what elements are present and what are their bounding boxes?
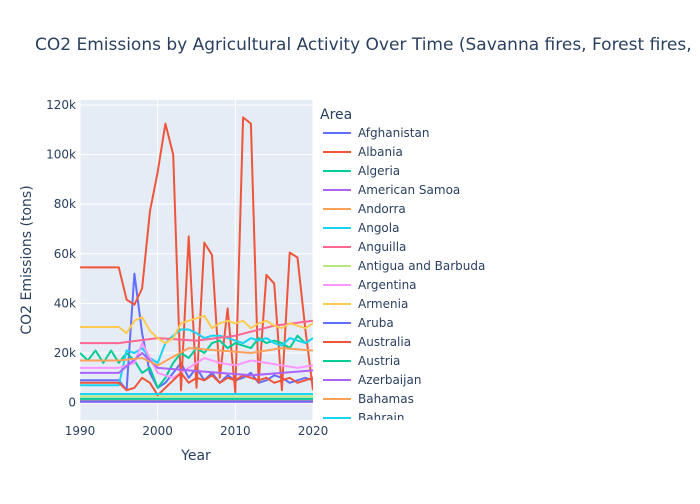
legend-item[interactable]: Anguilla xyxy=(323,240,406,254)
y-tick-label: 40k xyxy=(54,296,76,310)
legend-item[interactable]: Armenia xyxy=(323,297,408,311)
legend-label: Bahrain xyxy=(358,411,404,425)
legend-label: Albania xyxy=(358,145,403,159)
legend-label: Aruba xyxy=(358,316,394,330)
legend-item[interactable]: Antigua and Barbuda xyxy=(323,259,485,273)
x-tick-label: 2010 xyxy=(220,424,251,438)
legend-label: Afghanistan xyxy=(358,126,429,140)
legend-label: Australia xyxy=(358,335,411,349)
legend-label: American Samoa xyxy=(358,183,460,197)
legend-item[interactable]: Algeria xyxy=(323,164,400,178)
series-line xyxy=(80,328,313,387)
legend: Area Afghanistan Albania Algeria American S… xyxy=(320,107,485,425)
legend-label: Algeria xyxy=(358,164,400,178)
plot-background xyxy=(80,100,313,420)
x-tick-label: 2000 xyxy=(142,424,173,438)
x-tick-label: 1990 xyxy=(65,424,96,438)
legend-label: Andorra xyxy=(358,202,406,216)
legend-title: Area xyxy=(320,107,352,123)
chart-title: CO2 Emissions by Agricultural Activity O… xyxy=(35,35,692,55)
series-line xyxy=(80,314,313,345)
legend-item[interactable]: Bahamas xyxy=(323,392,414,406)
legend-item[interactable]: Aruba xyxy=(323,316,394,330)
legend-label: Anguilla xyxy=(358,240,406,254)
x-axis-title: Year xyxy=(180,448,211,464)
x-ticks: 1990 2000 2010 2020 xyxy=(65,424,329,438)
y-tick-label: 80k xyxy=(54,197,76,211)
x-tick-label: 2020 xyxy=(298,424,329,438)
y-tick-label: 120k xyxy=(46,98,76,112)
legend-item[interactable]: Austria xyxy=(323,354,400,368)
legend-item[interactable]: Bahrain xyxy=(323,411,404,425)
legend-label: Angola xyxy=(358,221,399,235)
y-tick-label: 20k xyxy=(54,346,76,360)
lines-layer xyxy=(80,116,313,403)
legend-label: Austria xyxy=(358,354,400,368)
legend-item[interactable]: Andorra xyxy=(323,202,406,216)
legend-item[interactable]: Albania xyxy=(323,145,403,159)
legend-label: Argentina xyxy=(358,278,417,292)
legend-label: Bahamas xyxy=(358,392,414,406)
legend-item[interactable]: Afghanistan xyxy=(323,126,429,140)
series-line xyxy=(80,371,313,397)
series-line xyxy=(80,352,313,377)
legend-item[interactable]: Argentina xyxy=(323,278,417,292)
legend-item[interactable]: Azerbaijan xyxy=(323,373,421,387)
y-tick-label: 0 xyxy=(68,396,76,410)
legend-label: Armenia xyxy=(358,297,408,311)
legend-label: Antigua and Barbuda xyxy=(358,259,485,273)
legend-item[interactable]: Angola xyxy=(323,221,399,235)
y-ticks: 0 20k 40k 60k 80k 100k 120k xyxy=(46,98,76,410)
y-tick-label: 100k xyxy=(46,148,76,162)
y-tick-label: 60k xyxy=(54,247,76,261)
y-axis-title: CO2 Emissions (tons) xyxy=(19,185,35,334)
series-line xyxy=(80,347,313,367)
legend-item[interactable]: Australia xyxy=(323,335,411,349)
legend-item[interactable]: American Samoa xyxy=(323,183,460,197)
legend-label: Azerbaijan xyxy=(358,373,421,387)
series-line xyxy=(80,116,313,394)
